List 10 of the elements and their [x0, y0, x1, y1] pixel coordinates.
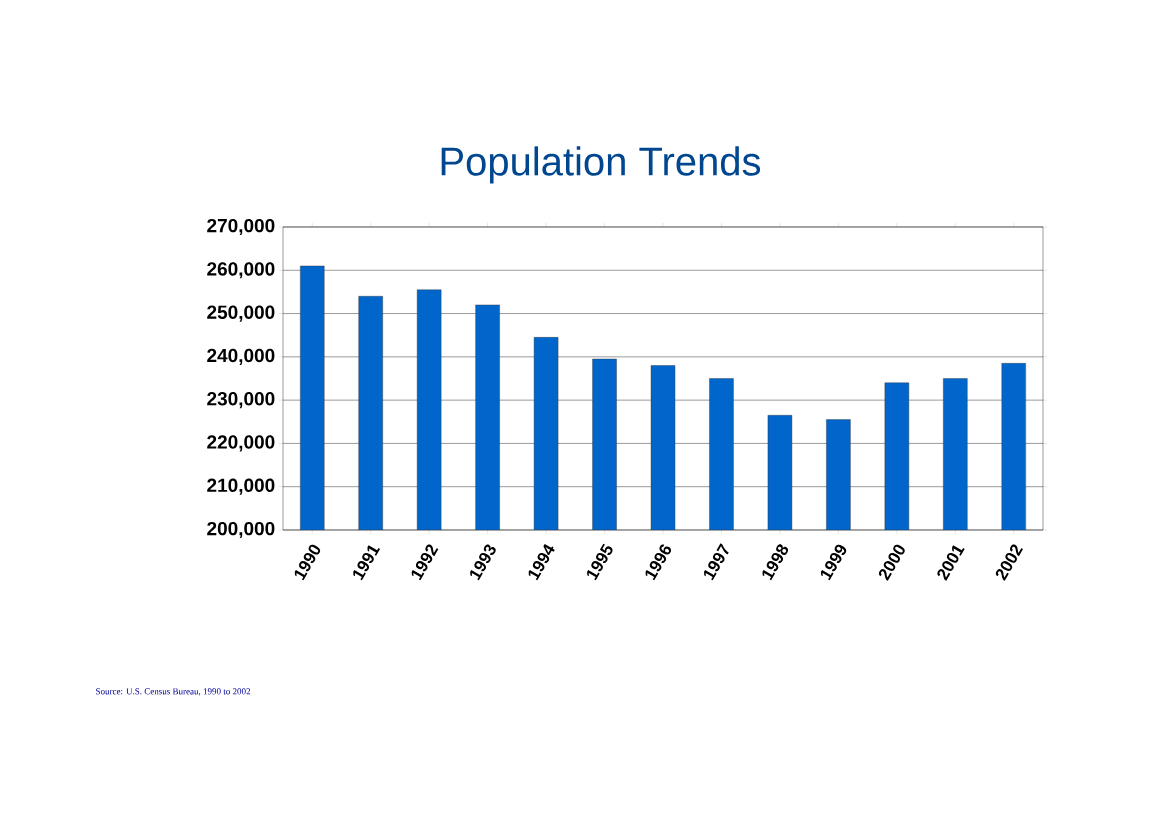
y-tick-label: 240,000 [207, 348, 275, 365]
y-tick-label: 200,000 [207, 521, 275, 539]
source-note: Source: U.S. Census Bureau, 1990 to 2002 [96, 688, 251, 696]
y-tick-label: 270,000 [207, 218, 275, 236]
y-tick-label: 230,000 [207, 392, 275, 409]
y-tick-label: 210,000 [207, 478, 275, 495]
y-tick-label: 260,000 [207, 262, 275, 279]
y-tick-label: 250,000 [207, 305, 275, 322]
chart-title: Population Trends [441, 146, 761, 184]
y-tick-label: 220,000 [207, 435, 275, 452]
